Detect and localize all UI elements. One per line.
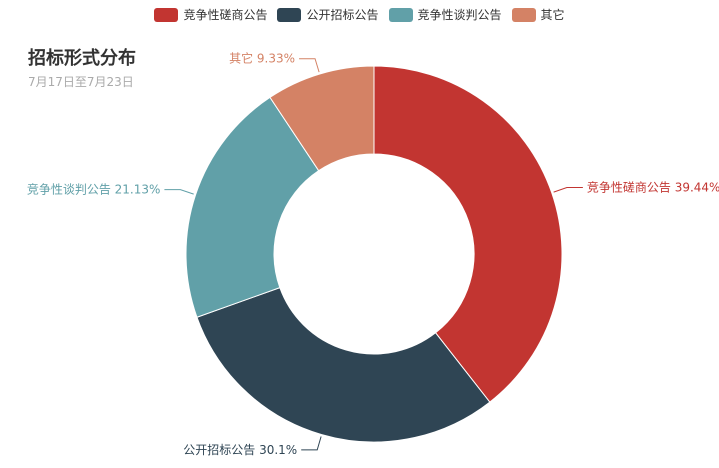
legend-item-competitive-negotiation[interactable]: 竞争性谈判公告: [388, 6, 502, 23]
legend-label: 公开招标公告: [306, 8, 379, 22]
label-leader-line: [553, 187, 583, 193]
slice-competitive-consultation[interactable]: [373, 65, 563, 403]
legend-item-other[interactable]: 其它: [511, 6, 565, 23]
chart-title: 招标形式分布: [28, 48, 136, 69]
slice-label: 竞争性谈判公告 21.13%: [27, 183, 161, 197]
legend-swatch: [511, 7, 536, 22]
legend-swatch: [154, 7, 179, 22]
legend-label: 竞争性磋商公告: [183, 8, 268, 22]
slice-competitive-negotiation[interactable]: [185, 96, 320, 318]
label-leader-line: [164, 189, 194, 195]
label-leader-line: [301, 436, 322, 451]
legend-swatch: [388, 7, 413, 22]
legend-item-competitive-consultation[interactable]: 竞争性磋商公告: [154, 6, 267, 23]
legend-label: 竞争性谈判公告: [417, 8, 502, 22]
slice-other[interactable]: [269, 65, 375, 172]
legend-item-open-tender[interactable]: 公开招标公告: [277, 6, 379, 23]
slice-open-tender[interactable]: [196, 286, 491, 443]
legend-swatch: [277, 7, 302, 22]
slice-label: 公开招标公告 30.1%: [183, 443, 297, 457]
slice-label: 竞争性磋商公告 39.44%: [587, 180, 719, 195]
slice-label: 其它 9.33%: [229, 51, 295, 66]
label-leader-line: [299, 58, 320, 73]
legend-label: 其它: [540, 8, 565, 22]
chart-subtitle: 7月17日至7月23日: [28, 75, 134, 89]
chart-legend: 竞争性磋商公告 公开招标公告 竞争性谈判公告 其它: [0, 6, 719, 23]
